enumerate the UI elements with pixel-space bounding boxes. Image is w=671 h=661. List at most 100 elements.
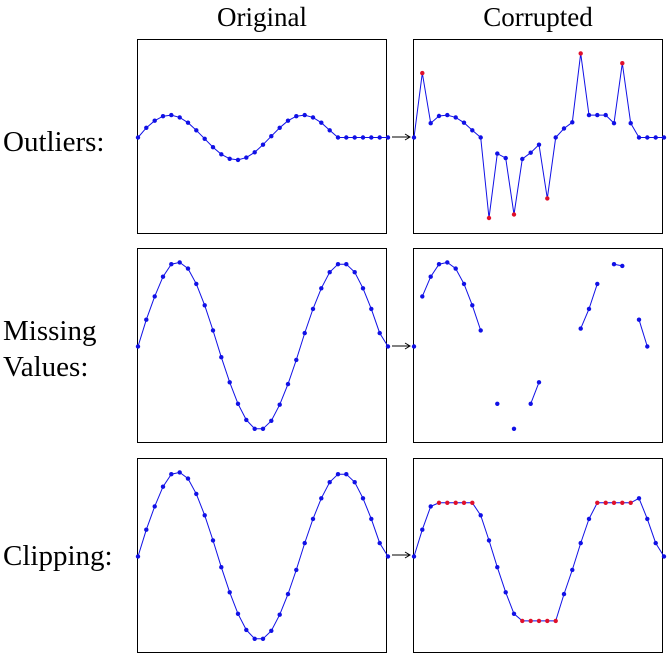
data-point — [169, 112, 174, 118]
data-point — [461, 281, 467, 287]
data-point — [511, 611, 517, 616]
data-point — [377, 330, 382, 336]
data-point — [202, 303, 207, 308]
data-point — [453, 266, 458, 271]
plot-outliers-corrupted — [411, 51, 667, 221]
data-point — [377, 540, 382, 546]
data-point — [185, 476, 191, 481]
data-point — [503, 155, 508, 161]
corrupted-point — [511, 212, 517, 217]
data-point — [152, 118, 157, 123]
data-point — [603, 112, 608, 118]
data-point — [570, 120, 575, 125]
data-point — [578, 540, 583, 546]
data-point — [227, 380, 232, 385]
data-point — [428, 504, 433, 509]
corrupted-point — [470, 500, 475, 505]
data-point — [503, 590, 508, 595]
corrupted-point — [461, 500, 467, 505]
data-point — [369, 135, 374, 140]
row-label-line: Clipping: — [3, 540, 113, 572]
data-point — [144, 125, 149, 130]
panel-outliers-original — [135, 39, 391, 234]
data-point — [235, 611, 241, 616]
data-point — [194, 281, 199, 287]
row-label-outliers: Outliers: — [3, 124, 105, 160]
data-point — [327, 480, 332, 485]
data-point — [252, 150, 257, 155]
data-point — [536, 142, 542, 147]
data-point — [310, 306, 316, 312]
data-point — [202, 136, 207, 141]
data-point — [344, 135, 349, 140]
data-point — [420, 294, 425, 299]
data-point — [177, 470, 182, 475]
data-point — [219, 152, 224, 157]
series-line — [137, 471, 389, 640]
data-point — [169, 472, 174, 477]
data-point — [160, 484, 166, 489]
data-point — [411, 135, 417, 140]
data-point — [227, 590, 232, 595]
data-point — [135, 344, 141, 349]
data-point — [360, 496, 366, 501]
data-point — [144, 527, 149, 532]
data-point — [486, 538, 492, 543]
plot-outliers-original — [135, 112, 391, 163]
data-point — [152, 504, 157, 509]
data-point — [252, 636, 257, 641]
data-point — [135, 554, 141, 559]
data-point — [277, 125, 282, 130]
data-point — [227, 156, 232, 161]
arrow-icon — [392, 551, 411, 559]
data-point — [352, 480, 357, 485]
data-point — [310, 516, 316, 522]
data-point — [553, 135, 558, 140]
data-point — [269, 628, 274, 633]
data-point — [135, 135, 141, 140]
data-point — [269, 418, 274, 423]
data-point — [244, 417, 249, 423]
data-point — [152, 294, 157, 299]
data-point — [285, 591, 291, 597]
data-point — [385, 554, 391, 559]
series-line — [413, 53, 664, 219]
data-point — [369, 516, 374, 522]
data-point — [252, 426, 257, 431]
data-point — [260, 426, 266, 431]
data-point — [277, 612, 282, 617]
corrupted-point — [628, 500, 633, 505]
corrupted-point — [520, 618, 525, 624]
panel-missing-corrupted — [411, 248, 663, 443]
data-point — [294, 357, 299, 363]
corrupted-point — [578, 51, 583, 56]
data-point — [495, 151, 500, 156]
data-point — [445, 260, 450, 265]
data-point — [645, 516, 650, 522]
data-point — [285, 381, 291, 387]
data-point — [478, 328, 483, 333]
data-point — [620, 263, 625, 269]
data-point — [260, 636, 266, 641]
data-point — [335, 472, 341, 477]
data-point — [420, 527, 425, 532]
data-point — [185, 266, 191, 271]
corrupted-point — [545, 618, 550, 624]
corrupted-point — [536, 618, 542, 624]
plot-clipping-original — [135, 470, 391, 641]
row-label-missing-values: Missing Values: — [3, 313, 96, 385]
corrupted-point — [453, 500, 458, 505]
data-point — [352, 135, 357, 140]
data-point — [495, 565, 500, 570]
data-point — [177, 115, 182, 120]
corrupted-point — [603, 500, 608, 505]
plot-missing-original — [135, 260, 391, 431]
data-point — [244, 155, 249, 160]
row-label-line: Missing — [3, 315, 97, 347]
data-point — [302, 112, 307, 118]
data-point — [302, 330, 307, 336]
data-point — [628, 121, 633, 126]
row-label-clipping: Clipping: — [3, 538, 113, 574]
corrupted-point — [553, 618, 558, 624]
data-point — [661, 554, 667, 559]
